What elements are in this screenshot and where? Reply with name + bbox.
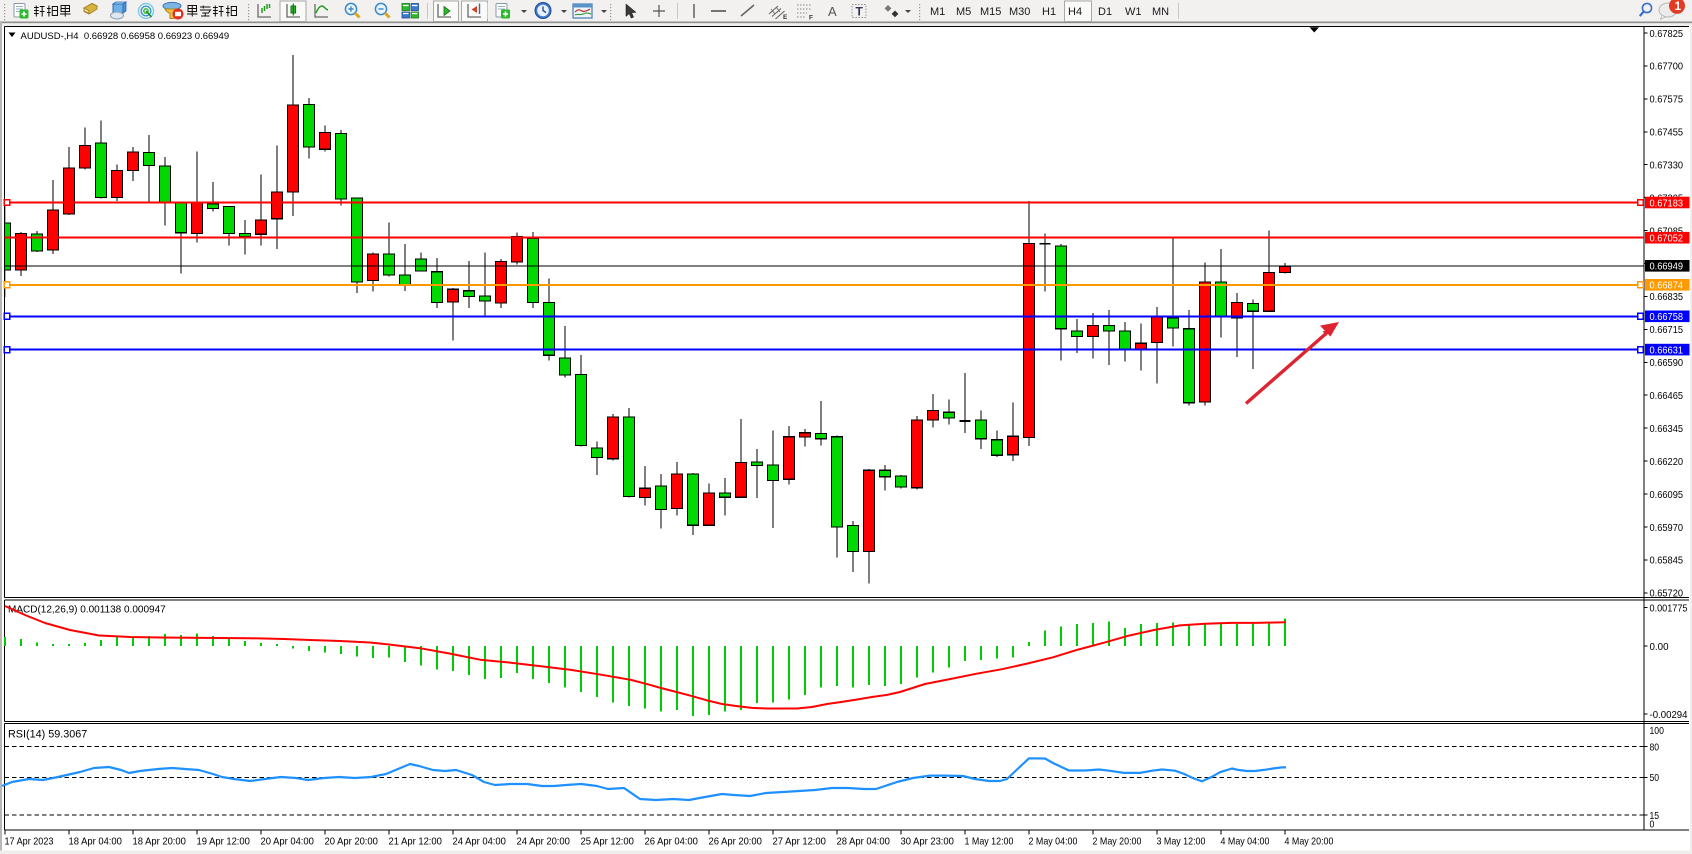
svg-text:0: 0 xyxy=(1650,819,1655,830)
svg-text:50: 50 xyxy=(1650,773,1660,784)
svg-text:0.67052: 0.67052 xyxy=(1650,234,1684,245)
svg-text:0.66874: 0.66874 xyxy=(1650,281,1684,292)
svg-text:M1: M1 xyxy=(930,6,945,18)
svg-text:17 Apr 2023: 17 Apr 2023 xyxy=(5,837,54,848)
svg-text:0.67575: 0.67575 xyxy=(1650,95,1684,106)
svg-text:0.66631: 0.66631 xyxy=(1650,345,1684,356)
svg-text:18 Apr 04:00: 18 Apr 04:00 xyxy=(69,837,123,848)
svg-text:M30: M30 xyxy=(1009,6,1030,18)
svg-text:18 Apr 20:00: 18 Apr 20:00 xyxy=(133,837,187,848)
svg-text:E: E xyxy=(783,14,788,21)
svg-text:20 Apr 20:00: 20 Apr 20:00 xyxy=(325,837,379,848)
svg-text:0.67825: 0.67825 xyxy=(1650,29,1684,40)
svg-text:0.67085: 0.67085 xyxy=(1650,226,1684,237)
svg-text:20 Apr 04:00: 20 Apr 04:00 xyxy=(261,837,315,848)
svg-text:M15: M15 xyxy=(980,6,1001,18)
svg-text:H4: H4 xyxy=(1068,6,1082,18)
svg-text:3 May 12:00: 3 May 12:00 xyxy=(1157,837,1206,848)
svg-text:24 Apr 20:00: 24 Apr 20:00 xyxy=(517,837,571,848)
svg-text:0.66835: 0.66835 xyxy=(1650,292,1684,303)
svg-text:26 Apr 20:00: 26 Apr 20:00 xyxy=(709,837,763,848)
svg-text:0.65970: 0.65970 xyxy=(1650,523,1684,534)
svg-text:100: 100 xyxy=(1650,726,1665,737)
svg-text:0.66758: 0.66758 xyxy=(1650,312,1684,323)
svg-text:-0.00294: -0.00294 xyxy=(1650,710,1688,721)
svg-text:M5: M5 xyxy=(956,6,971,18)
svg-text:0.66345: 0.66345 xyxy=(1650,424,1684,435)
svg-text:0.66220: 0.66220 xyxy=(1650,457,1684,468)
svg-text:AUDUSD-,H4 0.66928 0.66958 0.: AUDUSD-,H4 0.66928 0.66958 0.66923 0.669… xyxy=(21,31,230,42)
svg-text:RSI(14) 59.3067: RSI(14) 59.3067 xyxy=(8,729,87,741)
svg-text:0.66095: 0.66095 xyxy=(1650,490,1684,501)
svg-text:24 Apr 04:00: 24 Apr 04:00 xyxy=(453,837,507,848)
svg-text:D1: D1 xyxy=(1098,6,1112,18)
svg-text:0.00: 0.00 xyxy=(1650,642,1669,653)
svg-text:15: 15 xyxy=(1650,811,1660,822)
svg-text:4 May 20:00: 4 May 20:00 xyxy=(1285,837,1334,848)
svg-text:0.65720: 0.65720 xyxy=(1650,589,1684,600)
svg-text:28 Apr 04:00: 28 Apr 04:00 xyxy=(837,837,891,848)
svg-text:2 May 04:00: 2 May 04:00 xyxy=(1029,837,1078,848)
svg-text:0.66715: 0.66715 xyxy=(1650,325,1684,336)
svg-text:1 May 12:00: 1 May 12:00 xyxy=(965,837,1014,848)
svg-text:0.66949: 0.66949 xyxy=(1650,262,1684,273)
svg-text:0.66590: 0.66590 xyxy=(1650,358,1684,369)
svg-text:0.67183: 0.67183 xyxy=(1650,198,1684,209)
svg-text:80: 80 xyxy=(1650,743,1660,754)
svg-text:A: A xyxy=(828,4,837,19)
svg-text:H1: H1 xyxy=(1042,6,1056,18)
svg-text:0.66465: 0.66465 xyxy=(1650,391,1684,402)
svg-text:2 May 20:00: 2 May 20:00 xyxy=(1093,837,1142,848)
svg-text:0.001775: 0.001775 xyxy=(1650,603,1688,614)
svg-text:0.65845: 0.65845 xyxy=(1650,556,1684,567)
svg-text:F: F xyxy=(809,15,813,22)
svg-text:30 Apr 23:00: 30 Apr 23:00 xyxy=(901,837,955,848)
svg-text:25 Apr 12:00: 25 Apr 12:00 xyxy=(581,837,635,848)
svg-text:0.67700: 0.67700 xyxy=(1650,62,1684,73)
svg-text:21 Apr 12:00: 21 Apr 12:00 xyxy=(389,837,443,848)
svg-text:1: 1 xyxy=(1675,0,1682,13)
svg-text:4 May 04:00: 4 May 04:00 xyxy=(1221,837,1270,848)
svg-text:MN: MN xyxy=(1152,6,1169,18)
svg-text:MACD(12,26,9) 0.001138 0.00094: MACD(12,26,9) 0.001138 0.000947 xyxy=(8,605,166,616)
svg-text:W1: W1 xyxy=(1125,6,1142,18)
svg-text:0.67455: 0.67455 xyxy=(1650,128,1684,139)
svg-text:27 Apr 12:00: 27 Apr 12:00 xyxy=(773,837,827,848)
svg-text:T: T xyxy=(856,5,864,19)
svg-text:19 Apr 12:00: 19 Apr 12:00 xyxy=(197,837,251,848)
svg-text:0.67330: 0.67330 xyxy=(1650,161,1684,172)
svg-text:26 Apr 04:00: 26 Apr 04:00 xyxy=(645,837,699,848)
